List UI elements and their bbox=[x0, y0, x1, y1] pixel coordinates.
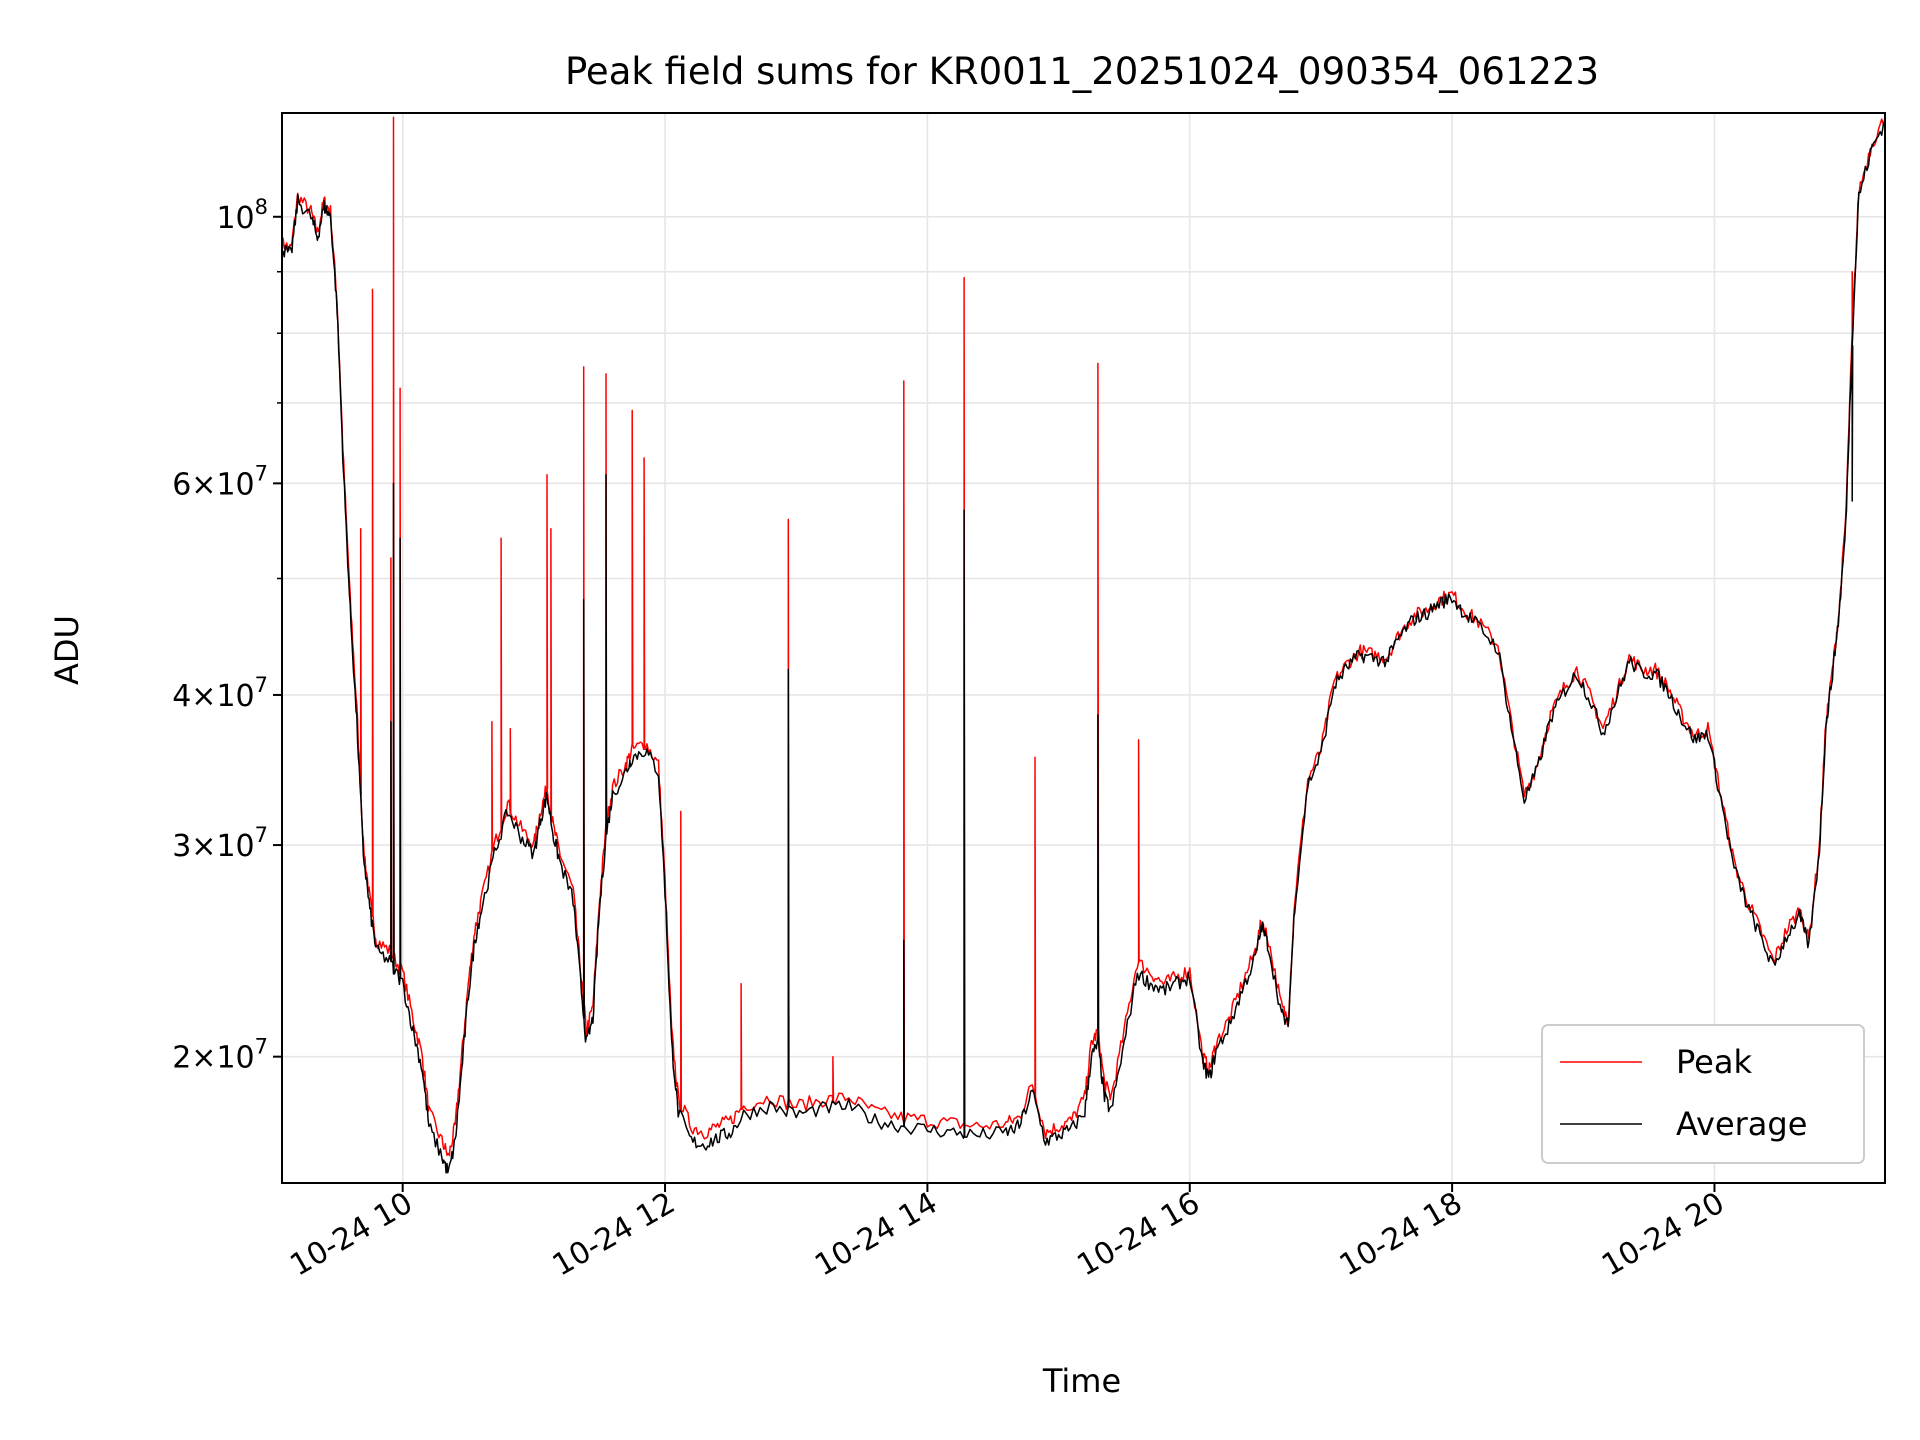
plot-area bbox=[281, 112, 1886, 1184]
y-axis: 2×107 3×107 4×107 6×107 108 bbox=[172, 195, 282, 1076]
y-tick-label: 2×107 bbox=[172, 1035, 268, 1076]
y-tick-label: 6×107 bbox=[172, 461, 268, 502]
x-axis: 10-24 10 10-24 12 10-24 14 10-24 16 10-24 18… bbox=[284, 1183, 1730, 1283]
chart-title: Peak field sums for KR0011_20251024_0903… bbox=[565, 50, 1599, 93]
legend-average-label: Average bbox=[1676, 1105, 1807, 1143]
legend-peak-label: Peak bbox=[1676, 1043, 1752, 1081]
x-tick-label: 10-24 12 bbox=[547, 1186, 681, 1284]
y-tick-label: 108 bbox=[216, 195, 268, 236]
y-axis-label: ADU bbox=[48, 615, 86, 685]
x-axis-label: Time bbox=[1042, 1362, 1121, 1400]
x-tick-label: 10-24 18 bbox=[1334, 1186, 1468, 1284]
y-tick-label: 3×107 bbox=[172, 823, 268, 864]
y-tick-label: 4×107 bbox=[172, 673, 268, 714]
legend: Peak Average bbox=[1541, 1024, 1865, 1164]
x-tick-label: 10-24 14 bbox=[809, 1186, 943, 1284]
x-tick-label: 10-24 10 bbox=[284, 1186, 418, 1284]
legend-box bbox=[1541, 1024, 1865, 1164]
x-tick-label: 10-24 16 bbox=[1071, 1186, 1205, 1284]
series-line-peak bbox=[282, 116, 1885, 1157]
x-tick-label: 10-24 20 bbox=[1596, 1186, 1730, 1284]
series-line-average bbox=[282, 121, 1885, 1174]
plot-frame bbox=[281, 112, 1886, 1184]
grid bbox=[282, 113, 1885, 1183]
